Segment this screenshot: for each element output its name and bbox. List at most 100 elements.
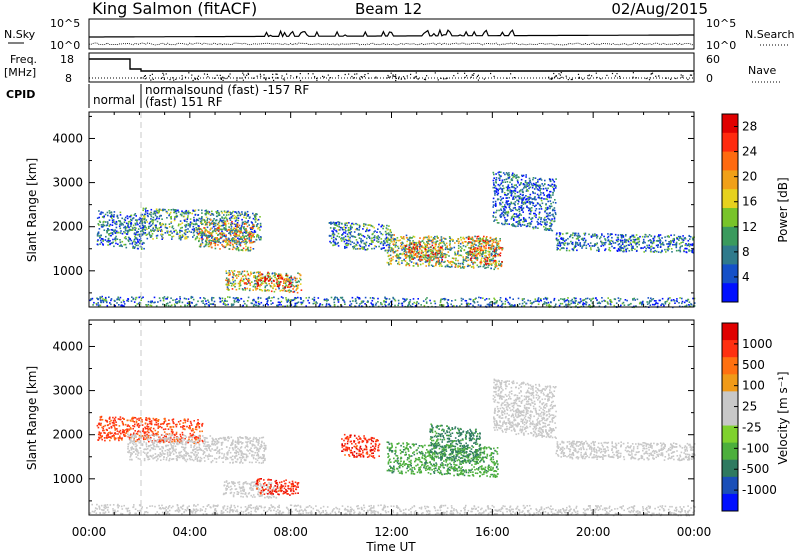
scatter-cell — [237, 249, 240, 251]
scatter-cell — [391, 241, 393, 243]
scatter-cell — [128, 228, 131, 231]
scatter-cell — [480, 261, 483, 264]
scatter-cell — [540, 199, 543, 202]
scatter-cell — [147, 225, 150, 228]
scatter-cell — [219, 297, 221, 300]
scatter-cell — [439, 300, 442, 302]
scatter-cell — [510, 224, 513, 226]
scatter-cell — [486, 240, 489, 243]
nave-point — [152, 78, 154, 80]
scatter-cell — [244, 235, 247, 237]
scatter-cell — [506, 181, 509, 183]
scatter-cell — [528, 198, 531, 201]
scatter-cell — [470, 246, 473, 249]
scatter-cell — [111, 224, 114, 226]
scatter-cell — [256, 219, 259, 221]
scatter-cell — [112, 241, 114, 244]
scatter-cell — [585, 301, 588, 304]
scatter-cell — [269, 277, 271, 280]
scatter-cell — [212, 222, 214, 225]
scatter-cell — [248, 233, 251, 236]
scatter-cell — [352, 247, 355, 250]
scatter-cell — [102, 211, 104, 214]
scatter-cell — [543, 228, 546, 231]
scatter-cell — [532, 198, 534, 200]
scatter-cell — [608, 243, 610, 246]
scatter-cell — [514, 187, 517, 190]
scatter-cell — [343, 231, 345, 234]
scatter-cell — [348, 222, 350, 224]
scatter-cell — [348, 231, 350, 234]
scatter-cell — [457, 262, 460, 265]
scatter-cell — [284, 305, 286, 308]
scatter-cell — [523, 187, 525, 189]
scatter-cell — [172, 235, 175, 238]
scatter-cell — [623, 246, 626, 248]
scatter-cell — [145, 226, 147, 229]
scatter-cell — [116, 214, 119, 217]
scatter-cell — [261, 277, 263, 280]
scatter-cell — [634, 248, 636, 250]
scatter-cell — [408, 258, 411, 260]
scatter-cell — [274, 285, 276, 287]
scatter-cell — [339, 229, 341, 231]
scatter-cell — [507, 174, 509, 177]
scatter-cell — [210, 223, 213, 225]
scatter-cell — [434, 253, 437, 256]
scatter-cell — [231, 288, 234, 290]
scatter-cell — [130, 223, 132, 226]
scatter-cell — [386, 224, 388, 227]
scatter-cell — [138, 218, 140, 221]
scatter-cell — [107, 228, 109, 230]
scatter-cell — [248, 217, 251, 219]
scatter-cell — [496, 244, 498, 247]
scatter-cell — [113, 214, 115, 216]
scatter-cell — [517, 216, 519, 218]
scatter-cell — [234, 233, 236, 236]
scatter-cell — [458, 254, 460, 257]
scatter-cell — [146, 228, 148, 230]
scatter-cell — [600, 245, 602, 247]
scatter-cell — [360, 238, 362, 240]
scatter-cell — [237, 219, 240, 222]
scatter-cell — [501, 249, 503, 251]
scatter-cell — [239, 282, 241, 285]
scatter-cell — [500, 247, 503, 249]
scatter-cell — [619, 249, 621, 252]
scatter-cell — [465, 241, 467, 243]
scatter-cell — [294, 279, 297, 282]
scatter-cell — [270, 277, 273, 280]
scatter-cell — [252, 224, 255, 226]
scatter-cell — [430, 248, 433, 251]
scatter-cell — [233, 227, 235, 229]
scatter-cell — [354, 228, 357, 231]
scatter-cell — [550, 205, 553, 208]
nave-point — [395, 77, 397, 79]
scatter-cell — [646, 235, 648, 238]
scatter-cell — [549, 205, 552, 208]
scatter-cell — [355, 222, 357, 225]
scatter-cell — [231, 248, 234, 251]
scatter-cell — [529, 300, 532, 302]
scatter-cell — [189, 221, 192, 223]
scatter-cell — [277, 277, 280, 280]
scatter-cell — [377, 241, 379, 243]
scatter-cell — [625, 234, 627, 236]
scatter-cell — [208, 242, 211, 244]
scatter-cell — [180, 238, 182, 240]
scatter-cell — [246, 210, 249, 213]
scatter-cell — [405, 253, 408, 255]
scatter-cell — [450, 260, 452, 263]
scatter-cell — [179, 213, 182, 216]
scatter-cell — [505, 211, 507, 213]
scatter-cell — [203, 245, 205, 248]
scatter-cell — [523, 218, 525, 220]
scatter-cell — [288, 279, 291, 281]
scatter-cell — [138, 233, 140, 236]
scatter-cell — [250, 249, 252, 251]
scatter-cell — [571, 248, 574, 250]
scatter-cell — [473, 242, 476, 245]
scatter-cell — [491, 242, 494, 245]
scatter-cell — [392, 297, 395, 300]
scatter-cell — [254, 231, 256, 233]
